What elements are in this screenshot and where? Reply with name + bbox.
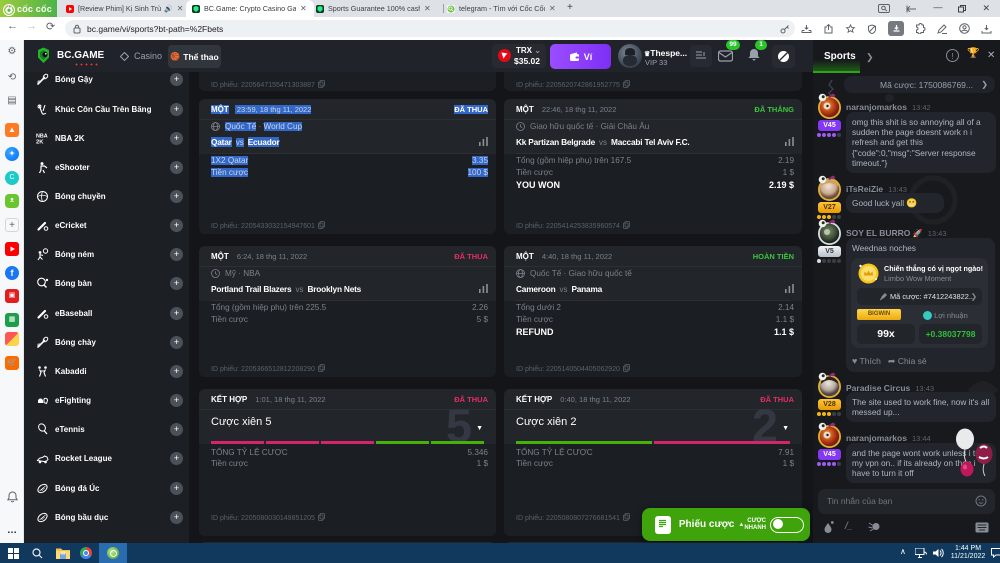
svg-text:2K: 2K	[36, 139, 44, 145]
svg-text:NBA: NBA	[36, 133, 48, 139]
